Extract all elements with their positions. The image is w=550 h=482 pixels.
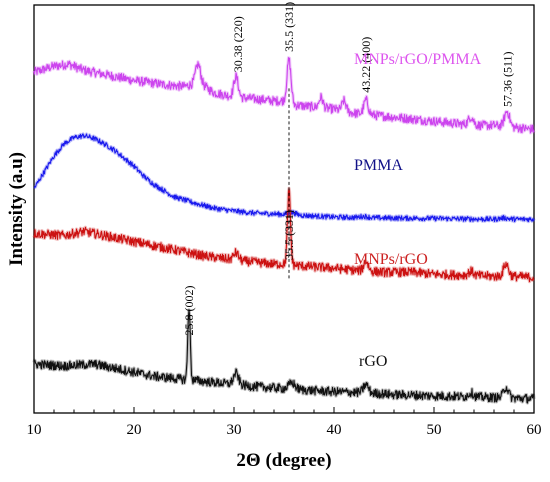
series-halo-mnps-rgo-pmma (32, 56, 536, 135)
x-axis-title: 2Θ (degree) (236, 450, 331, 471)
peak-label: 25.8 (002) (182, 286, 196, 336)
peak-label: 35.5 (331) (282, 210, 296, 260)
x-tick-label: 10 (27, 422, 42, 438)
x-axis: 10 20 30 40 50 60 (27, 407, 542, 438)
x-tick-label: 50 (427, 422, 442, 438)
peak-label: 30.38 (220) (231, 16, 245, 72)
annotation-layer: 30.38 (220) 35.5 (331) 43.22 (400) 57.36 (5… (182, 2, 515, 370)
series-label: PMMA (354, 157, 403, 174)
x-tick-label: 30 (227, 422, 242, 438)
plot-frame (33, 4, 535, 414)
series-line-mnps-rgo-pmma (33, 57, 535, 134)
peak-label: 43.22 (400) (359, 37, 373, 93)
series-line-mnps-rgo (33, 187, 535, 283)
x-tick-label: 60 (527, 422, 542, 438)
series-label: MNPs/rGO/PMMA (354, 51, 482, 68)
series-layer (32, 56, 536, 405)
series-label: rGO (359, 353, 387, 370)
series-line-pmma (33, 133, 535, 223)
y-axis-title: Intensity (a.u) (6, 152, 27, 266)
peak-label: 57.36 (511) (501, 51, 515, 107)
x-tick-label: 40 (327, 422, 342, 438)
series-halo-pmma (32, 132, 536, 224)
series-label: MNPs/rGO (354, 251, 428, 268)
x-tick-label: 20 (127, 422, 142, 438)
peak-label: 35.5 (331) (282, 2, 296, 52)
series-line-rgo (33, 309, 535, 404)
